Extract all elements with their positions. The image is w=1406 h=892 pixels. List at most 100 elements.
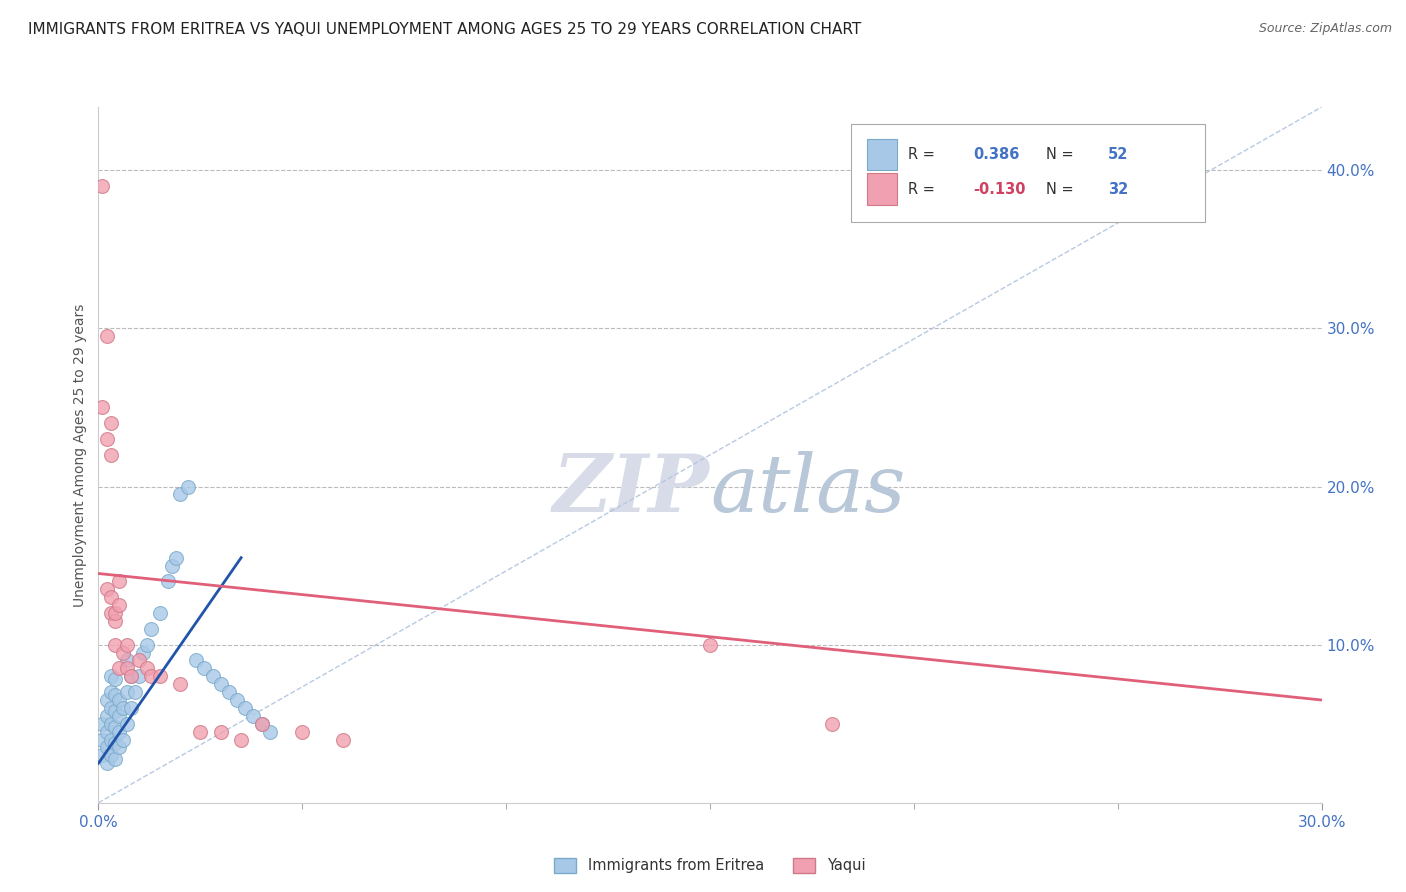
Point (218, 685, 240, 699)
Y-axis label: Unemployment Among Ages 25 to 29 years: Unemployment Among Ages 25 to 29 years (73, 303, 87, 607)
Point (136, 638, 159, 652)
Legend: Immigrants from Eritrea, Yaqui: Immigrants from Eritrea, Yaqui (548, 852, 872, 879)
Point (111, 701, 134, 715)
Point (100, 732, 122, 747)
Point (136, 661, 159, 675)
Point (231, 732, 253, 747)
Point (209, 677, 232, 691)
Text: atlas: atlas (710, 451, 905, 528)
Point (96, 740, 118, 755)
Point (120, 669, 142, 683)
Point (332, 732, 354, 747)
Point (104, 673, 127, 687)
Text: IMMIGRANTS FROM ERITREA VS YAQUI UNEMPLOYMENT AMONG AGES 25 TO 29 YEARS CORRELAT: IMMIGRANTS FROM ERITREA VS YAQUI UNEMPLO… (28, 22, 862, 37)
Point (104, 638, 127, 652)
Point (91, 732, 114, 747)
Point (104, 736, 127, 750)
Point (108, 574, 131, 589)
Point (156, 574, 179, 589)
Text: N =: N = (1046, 147, 1078, 161)
Text: Source: ZipAtlas.com: Source: ZipAtlas.com (1258, 22, 1392, 36)
Point (91, 401, 114, 415)
Point (115, 685, 138, 699)
Text: 52: 52 (1108, 147, 1128, 161)
Point (186, 653, 208, 667)
Point (100, 685, 122, 699)
Point (821, 716, 844, 731)
Point (128, 653, 150, 667)
Point (259, 724, 281, 739)
Point (201, 669, 224, 683)
Point (242, 708, 264, 723)
Point (699, 638, 721, 652)
Point (100, 417, 122, 431)
Point (250, 716, 273, 731)
Point (120, 669, 142, 683)
Point (91, 179, 114, 194)
Point (96, 724, 118, 739)
Point (104, 614, 127, 628)
Point (291, 724, 314, 739)
Point (100, 591, 122, 605)
FancyBboxPatch shape (866, 173, 897, 205)
Point (100, 748, 122, 763)
FancyBboxPatch shape (851, 124, 1205, 222)
Point (115, 661, 138, 675)
Point (111, 646, 134, 660)
Point (226, 693, 249, 707)
Point (141, 669, 163, 683)
Point (149, 606, 172, 620)
Point (100, 669, 122, 683)
Point (209, 724, 232, 739)
Point (193, 661, 215, 675)
Point (108, 724, 131, 739)
Point (141, 622, 163, 636)
Point (104, 688, 127, 702)
Text: ZIP: ZIP (553, 451, 710, 528)
Point (96, 582, 118, 597)
Point (120, 701, 142, 715)
Point (91, 748, 114, 763)
Point (100, 448, 122, 462)
Point (91, 716, 114, 731)
Point (169, 487, 191, 501)
Point (128, 669, 150, 683)
Point (96, 756, 118, 771)
Text: R =: R = (908, 182, 939, 196)
Point (177, 479, 200, 493)
Point (115, 638, 138, 652)
Point (96, 693, 118, 707)
Point (100, 606, 122, 620)
Point (111, 732, 134, 747)
Text: 32: 32 (1108, 182, 1128, 196)
Text: 0.386: 0.386 (973, 147, 1019, 161)
Text: -0.130: -0.130 (973, 182, 1025, 196)
Text: R =: R = (908, 147, 939, 161)
Point (115, 653, 138, 667)
Point (108, 661, 131, 675)
Point (96, 708, 118, 723)
Point (108, 708, 131, 723)
Point (233, 701, 256, 715)
Point (169, 677, 191, 691)
Point (108, 740, 131, 755)
Point (96, 329, 118, 343)
Point (104, 751, 127, 765)
Point (250, 716, 273, 731)
Point (124, 685, 146, 699)
Point (108, 693, 131, 707)
FancyBboxPatch shape (866, 138, 897, 170)
Point (115, 716, 138, 731)
Point (100, 716, 122, 731)
Point (108, 598, 131, 612)
Point (100, 701, 122, 715)
Point (188, 724, 212, 739)
Point (165, 550, 187, 565)
Point (104, 720, 127, 734)
Point (149, 669, 172, 683)
Text: N =: N = (1046, 182, 1078, 196)
Point (96, 432, 118, 446)
Point (160, 558, 183, 573)
Point (132, 646, 155, 660)
Point (104, 704, 127, 718)
